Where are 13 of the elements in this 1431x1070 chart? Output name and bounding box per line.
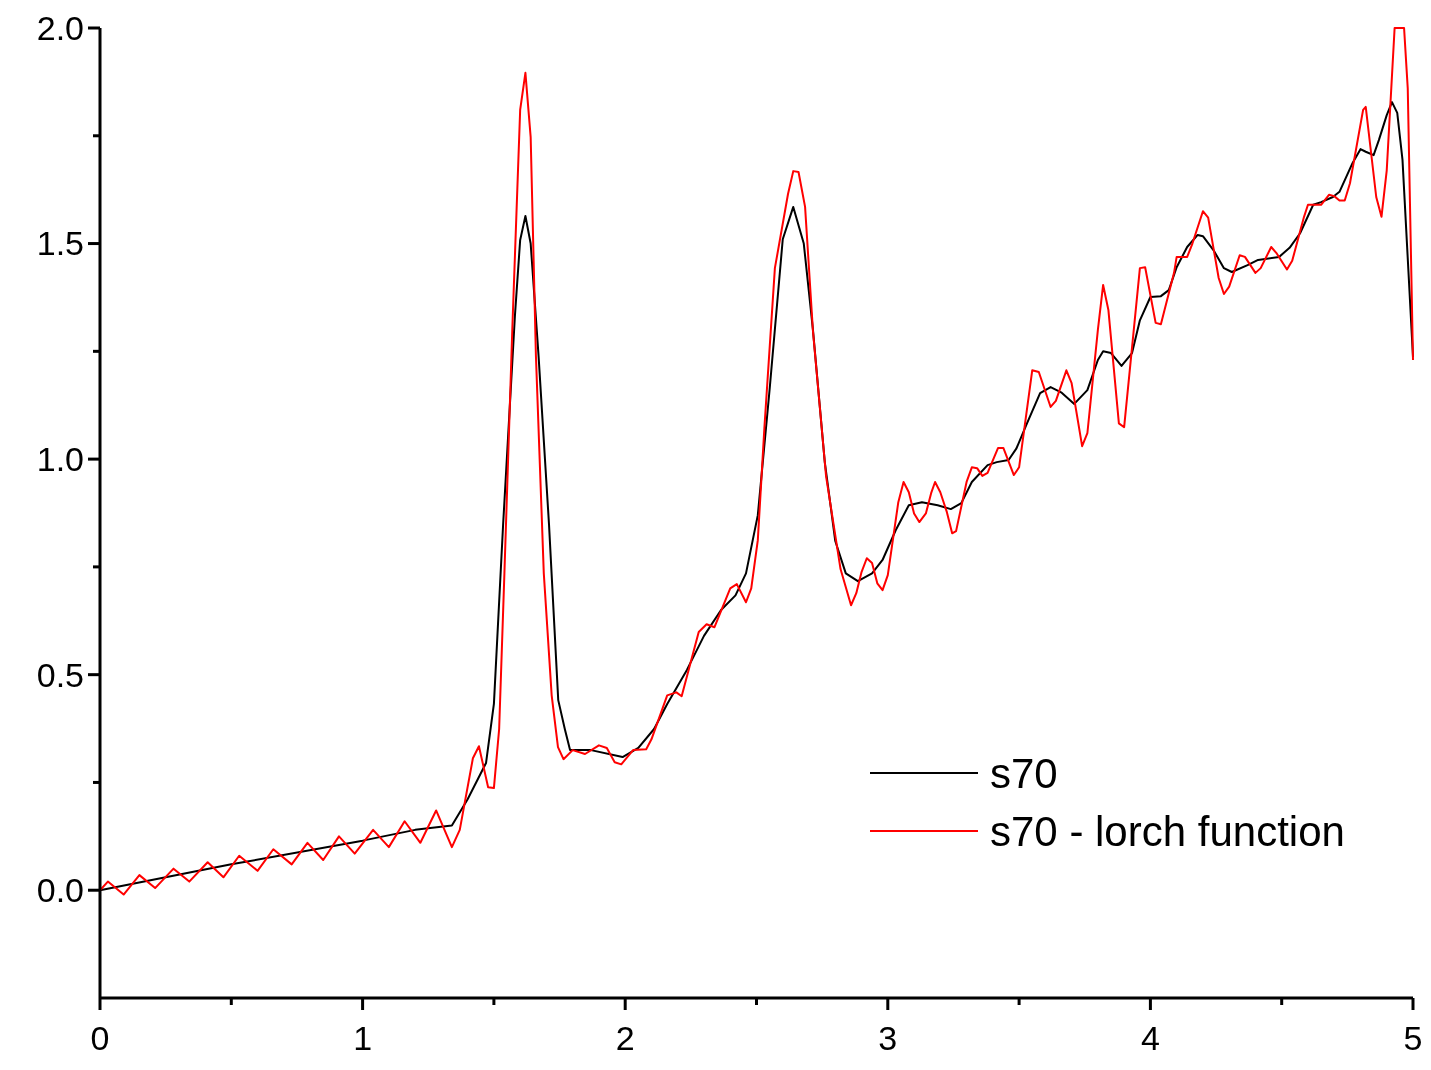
y-tick-label: 1.5 [36,224,84,263]
x-tick-label: 5 [1403,1019,1423,1057]
x-tick-label: 3 [878,1019,898,1057]
y-tick-label: 2.0 [36,8,84,47]
legend-label: s70 - lorch function [990,807,1345,855]
y-tick-label: 0.5 [36,655,84,694]
x-tick-label: 1 [353,1019,373,1057]
x-tick-label: 2 [615,1019,635,1057]
y-tick-label: 1.0 [36,440,84,479]
legend-label: s70 [990,749,1058,797]
x-tick-label: 4 [1140,1019,1160,1057]
y-tick-label: 0.0 [36,871,84,910]
x-tick-label: 0 [90,1019,110,1057]
